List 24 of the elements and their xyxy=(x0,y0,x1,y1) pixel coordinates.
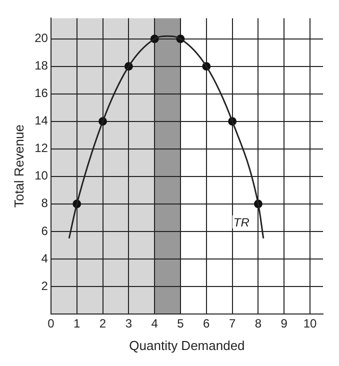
x-tick-label: 4 xyxy=(151,316,158,331)
y-axis-title: Total Revenue xyxy=(11,124,26,208)
series-label: TR xyxy=(233,215,250,230)
x-tick-label: 3 xyxy=(125,316,132,331)
x-tick-label: 6 xyxy=(203,316,210,331)
x-tick-label: 5 xyxy=(177,316,184,331)
y-tick-label: 12 xyxy=(34,141,48,156)
x-tick-label: 8 xyxy=(254,316,262,331)
y-tick-label: 6 xyxy=(41,224,48,238)
x-tick-label: 2 xyxy=(99,316,106,331)
x-tick-label: 1 xyxy=(74,316,81,331)
y-tick-label: 16 xyxy=(34,86,48,100)
y-tick-label: 18 xyxy=(34,58,48,73)
y-tick-label: 20 xyxy=(34,31,48,46)
x-tick-label: 10 xyxy=(303,316,318,331)
x-axis-title: Quantity Demanded xyxy=(129,338,245,353)
y-tick-label: 8 xyxy=(41,196,48,210)
y-tick-label: 14 xyxy=(34,114,48,128)
x-tick-label: 0 xyxy=(48,316,55,331)
x-tick-label: 9 xyxy=(280,316,288,331)
y-tick-label: 10 xyxy=(34,168,48,183)
y-tick-label: 2 xyxy=(41,278,48,293)
y-tick-label: 4 xyxy=(41,251,48,266)
x-tick-label: 7 xyxy=(228,316,236,331)
